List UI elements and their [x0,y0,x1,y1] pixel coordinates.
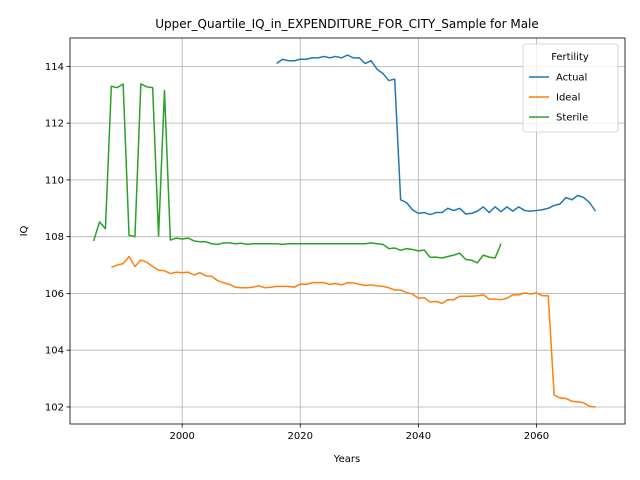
x-tick-label: 2060 [524,431,549,442]
y-tick-label: 114 [45,62,64,73]
x-tick-label: 2040 [406,431,431,442]
plot-frame [69,37,626,425]
x-tick-label: 2000 [169,431,194,442]
legend-items: Actual Ideal Sterile [529,73,588,124]
y-tick-label: 108 [45,232,64,243]
axis-ticks: 2000 2020 2040 2060 102 104 106 108 110 112 114 [45,62,549,442]
y-tick-label: 110 [45,175,64,186]
x-tick-label: 2020 [288,431,313,442]
series-line-ideal [111,255,596,408]
y-tick-label: 112 [45,119,64,130]
y-tick-label: 106 [45,289,64,300]
legend-box [522,43,619,133]
legend-label-sterile: Sterile [556,113,588,124]
y-tick-label: 102 [45,402,64,413]
x-axis-label: Years [333,454,360,465]
legend-label-actual: Actual [556,73,587,84]
legend-label-ideal: Ideal [556,93,580,104]
series-line-actual [276,54,597,216]
legend: Fertility Actual Ideal Sterile [522,43,619,133]
y-tick-label: 104 [45,346,64,357]
y-axis-label: IQ [19,225,30,236]
series-lines [92,54,597,408]
series-line-sterile [92,83,502,264]
legend-title: Fertility [551,52,589,63]
chart-title: Upper_Quartile_IQ_in_EXPENDITURE_FOR_CIT… [155,17,539,31]
